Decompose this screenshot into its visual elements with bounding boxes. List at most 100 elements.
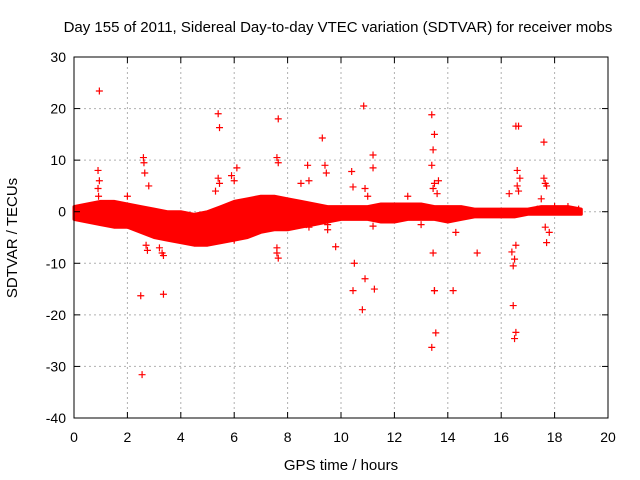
data-point-marker [94,166,102,174]
data-point-marker [273,154,281,162]
data-point-marker [543,239,551,247]
data-point-marker [434,177,442,185]
x-tick-label: 6 [230,429,238,445]
data-point-marker [512,328,520,336]
dense-band-area [72,194,583,247]
data-point-marker [511,255,519,263]
dense-data-band [72,194,583,247]
data-point-marker [430,130,438,138]
data-point-marker [143,246,151,254]
y-tick-label: 30 [50,49,66,65]
data-point-marker [321,161,329,169]
data-point-marker [274,115,282,123]
data-point-marker [540,174,548,182]
data-point-marker [509,302,517,310]
data-point-marker [233,231,241,239]
data-point-marker [304,161,312,169]
data-point-marker [140,159,148,167]
data-point-marker [564,203,572,211]
x-tick-label: 0 [70,429,78,445]
data-point-marker [515,187,523,195]
data-point-marker [430,179,438,187]
data-point-marker [417,221,425,229]
x-tick-label: 4 [177,429,185,445]
x-tick-label: 18 [547,429,563,445]
data-point-marker [358,306,366,314]
data-point-marker [332,243,340,251]
data-point-marker [274,159,282,167]
data-point-marker [297,179,305,187]
data-point-marker [137,292,145,300]
data-point-marker [432,329,440,337]
y-tick-label: 0 [58,204,66,220]
data-point-marker [429,185,437,193]
data-point-marker [428,343,436,351]
data-point-marker [274,254,282,262]
data-point-marker [138,371,146,379]
data-point-marker [159,290,167,298]
data-point-marker [369,222,377,230]
data-point-marker [214,174,222,182]
data-point-marker [216,124,224,132]
data-point-marker [159,252,167,260]
data-point-marker [428,111,436,119]
data-point-marker [429,146,437,154]
data-point-marker [433,190,441,198]
data-point-marker [370,285,378,293]
data-point-marker [513,166,521,174]
data-point-marker [95,192,103,200]
x-tick-labels: 0 2 4 6 8 10 12 14 16 18 20 [70,429,616,445]
data-point-marker [305,223,313,231]
data-point-marker [361,185,369,193]
data-point-marker [369,151,377,159]
data-point-marker [508,248,516,256]
data-point-marker [551,203,559,211]
data-point-marker [228,172,236,180]
data-point-marker [349,183,357,191]
data-point-marker [230,177,238,185]
data-point-marker [214,110,222,118]
data-point-marker [318,134,326,142]
data-point-marker [212,187,220,195]
x-tick-label: 20 [600,429,616,445]
data-point-marker [360,102,368,110]
data-point-marker [428,161,436,169]
data-point-marker [430,287,438,295]
data-point-marker [95,87,103,95]
y-tick-labels: -40 -30 -20 -10 0 10 20 30 [46,49,66,426]
data-point-marker [452,228,460,236]
data-point-marker [545,228,553,236]
data-point-marker [505,190,513,198]
data-points [94,87,583,379]
data-point-marker [537,195,545,203]
data-point-marker [575,205,583,213]
y-axis-label: SDTVAR / TECUs [4,178,21,298]
y-tick-label: 20 [50,101,66,117]
data-point-marker [123,192,131,200]
data-point-marker [449,287,457,295]
data-point-marker [512,241,520,249]
axis-ticks [73,56,609,419]
data-point-marker [233,164,241,172]
data-point-marker [369,164,377,172]
data-point-marker [324,226,332,234]
y-tick-label: -10 [46,255,66,271]
y-tick-label: 10 [50,152,66,168]
data-point-marker [273,244,281,252]
data-point-marker [543,182,551,190]
data-point-marker [94,185,102,193]
chart-title: Day 155 of 2011, Sidereal Day-to-day VTE… [64,19,613,36]
data-point-marker [348,167,356,175]
data-point-marker [473,249,481,257]
y-tick-label: -20 [46,307,66,323]
data-point-marker [141,169,149,177]
data-point-marker [509,262,517,270]
y-tick-label: -30 [46,358,66,374]
x-tick-label: 14 [440,429,456,445]
x-tick-label: 12 [387,429,403,445]
data-point-marker [511,335,519,343]
data-point-marker [322,169,330,177]
data-point-marker [513,182,521,190]
data-point-marker [142,241,150,249]
